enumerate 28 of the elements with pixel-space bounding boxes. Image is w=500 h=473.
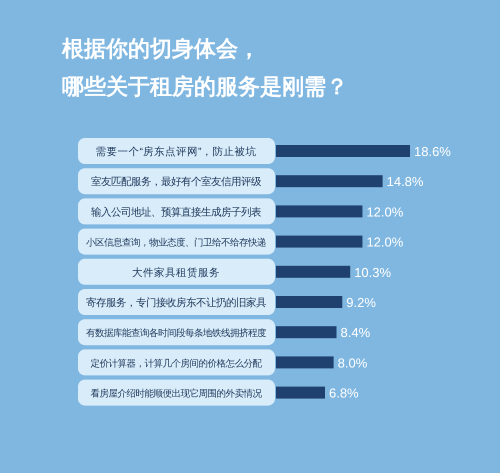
data-label: 12.0% (366, 204, 404, 220)
y-tick-label: 有数据库能查询各时间段每条地铁线拥挤程度 (86, 328, 266, 338)
y-tick-label: 看房屋介绍时能顺便出现它周围的外卖情况 (90, 388, 262, 399)
data-label: 18.6% (414, 144, 452, 159)
data-label: 8.4% (340, 325, 371, 340)
data-label: 10.3% (354, 264, 392, 280)
y-tick-label: 定价计算器，计算几个房间的价格怎么分配 (90, 358, 262, 368)
y-tick-label: 需要一个“房东点评网”，防止被坑 (96, 145, 256, 158)
data-label: 9.2% (346, 295, 376, 310)
bar (276, 386, 325, 399)
bar (276, 205, 362, 218)
bar (276, 175, 383, 188)
bar (276, 326, 337, 338)
chart-subtitle: 哪些关于租房的服务是刚需？ (62, 74, 348, 99)
y-tick-label: 小区信息查询，物业态度、门卫给不给存快递 (86, 238, 266, 248)
bar (276, 266, 350, 278)
data-label: 6.8% (328, 386, 360, 401)
y-tick-label: 大件家具租赁服务 (132, 266, 220, 279)
data-label: 8.0% (338, 355, 368, 370)
data-label: 14.8% (386, 174, 424, 190)
chart-title: 根据你的切身体会， (61, 36, 260, 61)
y-tick-label: 输入公司地址、预算直接生成房子列表 (91, 206, 261, 218)
bar (276, 296, 342, 308)
bar (276, 356, 334, 368)
y-tick-label: 室友匹配服务，最好有个室友信用评级 (91, 176, 261, 188)
bar (276, 236, 362, 248)
data-label: 12.0% (366, 234, 404, 250)
y-tick-label: 寄存服务，专门接收房东不让扔的旧家具 (86, 297, 266, 309)
